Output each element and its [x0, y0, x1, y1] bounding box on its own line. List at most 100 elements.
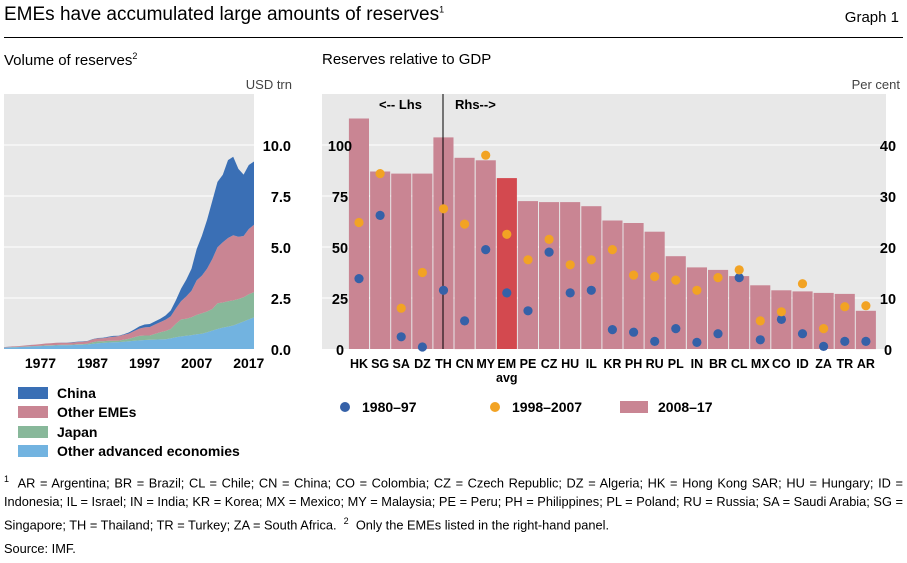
- dot-1980-97-sg: [375, 210, 385, 220]
- rhs-marker: Rhs-->: [455, 97, 496, 112]
- lhs-y-tick: 50: [332, 241, 348, 257]
- x-tick-dz: DZ: [414, 357, 431, 371]
- bar-cl: [729, 276, 750, 349]
- dot-1998-2007-sa: [396, 303, 406, 313]
- legend-item-1998-2007: 1998–2007: [490, 399, 620, 415]
- dot-1980-97-pe: [523, 306, 533, 316]
- dot-1998-2007-id: [797, 279, 808, 289]
- bar-kr: [602, 220, 623, 349]
- dot-1980-97-il: [586, 285, 596, 295]
- title-rule: [4, 37, 903, 38]
- x-tick-em-avg: EM: [497, 357, 516, 371]
- footnote: 1 AR = Argentina; BR = Brazil; CL = Chil…: [4, 474, 903, 532]
- x-tick-ph: PH: [625, 357, 642, 371]
- x-tick-sg: SG: [371, 357, 389, 371]
- dot-1980-97-mx: [755, 335, 765, 345]
- left-y-tick: 10.0: [263, 139, 291, 155]
- right-bars: [348, 118, 876, 350]
- dot-1980-97-ar: [861, 336, 871, 346]
- x-tick-cz: CZ: [541, 357, 558, 371]
- dot-1998-2007-ru: [650, 272, 660, 282]
- legend-item-other-emes: Other EMEs: [18, 403, 240, 423]
- bar-pl: [665, 256, 686, 349]
- dot-1998-2007-za: [819, 324, 829, 334]
- right-unit-label: Per cent: [852, 77, 901, 92]
- dot-1980-97-th: [438, 285, 449, 295]
- x-tick-mx: MX: [751, 357, 770, 371]
- left-y-tick: 0.0: [271, 343, 291, 359]
- bar-cz: [539, 202, 560, 349]
- dot-1998-2007-il: [586, 255, 596, 265]
- left-panel-title: Volume of reserves2: [4, 51, 138, 69]
- dot-1998-2007-hk: [354, 217, 364, 228]
- x-tick-cl: CL: [731, 357, 748, 371]
- area-japan: [4, 292, 254, 348]
- dot-1998-2007-kr: [607, 245, 617, 255]
- left-y-tick: 5.0: [271, 241, 291, 257]
- dot-1980-97-ru: [650, 336, 660, 346]
- x-tick-cn: CN: [456, 357, 474, 371]
- rhs-y-tick: 20: [880, 241, 896, 257]
- source-note: Source: IMF.: [4, 541, 76, 556]
- lhs-y-tick: 0: [336, 343, 344, 359]
- bar-my: [475, 160, 496, 349]
- dot-1980-97-id: [797, 329, 808, 339]
- dot-1998-2007-my: [481, 150, 491, 160]
- left-x-tick-labels: 1977 1987 1997 2007 2017: [25, 355, 265, 371]
- bar-hk: [348, 118, 369, 349]
- x-tick-em-avg: avg: [496, 371, 518, 385]
- dot-1998-2007-cl: [734, 265, 744, 275]
- reserves-to-gdp-chart: Per cent <-- Lhs Rhs--> 0 25 50 75 100 0 10 20 3…: [322, 77, 901, 385]
- x-tick-th: TH: [435, 357, 452, 371]
- dot-1998-2007-in: [692, 285, 702, 295]
- volume-of-reserves-chart: USD trn 0.0 2.5 5.0 7.5 10.0 1977 1987 1997 200…: [4, 77, 292, 371]
- dot-1998-2007-br: [713, 273, 723, 283]
- left-x-tick: 2017: [233, 355, 264, 371]
- x-tick-co: CO: [772, 357, 791, 371]
- graph-title: EMEs have accumulated large amounts of r…: [4, 4, 445, 25]
- legend-swatch-other-emes: [18, 406, 48, 419]
- area-other-advanced-economies: [4, 317, 254, 349]
- dot-1980-97-my: [481, 245, 491, 255]
- x-tick-ar: AR: [857, 357, 875, 371]
- dot-1980-97-tr: [840, 336, 850, 346]
- right-legend: 1980–97 1998–2007 2008–17: [340, 399, 713, 415]
- legend-item-1980-97: 1980–97: [340, 399, 490, 415]
- dot-1980-97-br: [713, 329, 723, 339]
- dot-1980-97-sa: [396, 332, 406, 342]
- rhs-y-tick: 10: [880, 292, 896, 308]
- left-y-tick-labels: 0.0 2.5 5.0 7.5 10.0: [263, 139, 291, 359]
- left-y-tick: 2.5: [271, 292, 291, 308]
- bar-tr: [834, 293, 855, 349]
- graph-number: Graph 1: [844, 9, 899, 26]
- bar-sg: [370, 171, 391, 349]
- lhs-y-tick: 25: [332, 292, 348, 308]
- x-tick-ru: RU: [646, 357, 664, 371]
- dot-1980-97-cn: [460, 316, 470, 326]
- bar-sa: [391, 173, 412, 349]
- bar-ru: [644, 231, 665, 349]
- dot-1998-2007-cn: [460, 219, 470, 229]
- x-tick-kr: KR: [603, 357, 621, 371]
- rhs-y-tick: 30: [880, 190, 896, 206]
- left-x-tick: 1977: [25, 355, 56, 371]
- dot-1980-97-pl: [671, 324, 681, 334]
- right-panel-title: Reserves relative to GDP: [322, 51, 492, 68]
- dot-1980-97-em-avg: [502, 288, 512, 298]
- dot-1998-2007-em-avg: [502, 229, 512, 239]
- bar-ph: [623, 223, 644, 349]
- dot-1998-2007-dz: [417, 267, 427, 278]
- left-legend: China Other EMEs Japan Other advanced ec…: [18, 383, 240, 461]
- area-other-emes: [4, 224, 254, 348]
- dot-1998-2007-mx: [755, 316, 765, 326]
- dot-1980-97-co: [776, 314, 786, 324]
- bar-hu: [560, 202, 581, 349]
- dot-1998-2007-ar: [861, 301, 871, 311]
- x-tick-pl: PL: [668, 357, 684, 371]
- dot-1998-2007-tr: [840, 302, 850, 312]
- dot-1998-2007-hu: [565, 260, 575, 270]
- bar-em-avg: [496, 178, 517, 349]
- legend-swatch-other-advanced: [18, 445, 48, 458]
- legend-swatch-japan: [18, 425, 48, 438]
